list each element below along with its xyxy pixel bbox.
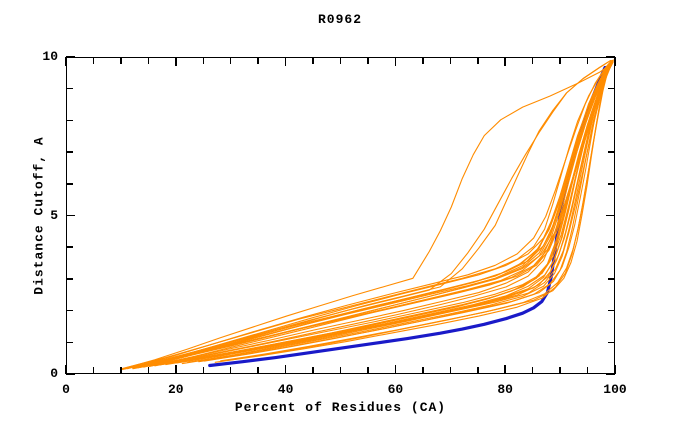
x-tick: [504, 365, 506, 374]
x-tick-top: [175, 57, 177, 66]
curve-pred-13: [132, 61, 613, 368]
plot-area: [66, 57, 615, 374]
x-tick-label: 20: [167, 382, 184, 397]
x-tick: [339, 367, 342, 374]
x-tick: [614, 365, 616, 374]
x-tick-label: 0: [62, 382, 70, 397]
x-tick: [422, 367, 424, 374]
y-tick: [66, 341, 73, 344]
x-tick: [586, 367, 589, 374]
y-tick-right: [606, 373, 615, 375]
y-tick-right: [608, 341, 615, 344]
x-tick-top: [92, 57, 95, 64]
curve-pred-30: [121, 59, 613, 370]
curve-pred-31: [181, 60, 614, 365]
x-tick: [449, 367, 452, 374]
y-tick: [66, 183, 73, 185]
x-tick: [229, 367, 232, 374]
x-tick-label: 60: [387, 382, 404, 397]
x-tick-label: 100: [603, 382, 627, 397]
y-tick: [66, 151, 73, 153]
x-tick-top: [449, 57, 452, 64]
x-tick: [394, 365, 397, 374]
x-tick-top: [367, 57, 369, 64]
x-tick-top: [614, 57, 616, 66]
x-tick: [257, 367, 259, 374]
y-tick-right: [608, 183, 615, 185]
x-tick-top: [202, 57, 204, 64]
curve-pred-12: [187, 61, 614, 363]
y-tick: [66, 373, 75, 375]
x-tick-label: 80: [497, 382, 513, 397]
x-tick: [120, 367, 122, 374]
y-tick-right: [608, 246, 615, 248]
y-tick-right: [608, 87, 615, 90]
x-tick-top: [422, 57, 424, 64]
x-tick: [65, 365, 67, 374]
y-tick: [66, 56, 75, 58]
x-tick-top: [394, 57, 397, 66]
x-tick-top: [559, 57, 561, 64]
y-tick-right: [606, 56, 615, 58]
x-tick: [559, 367, 561, 374]
curve-pred-23: [165, 62, 613, 366]
curve-pred-21: [132, 59, 612, 369]
curve-pred-24: [126, 59, 613, 370]
x-tick-top: [586, 57, 589, 64]
x-tick-top: [531, 57, 534, 64]
x-tick: [147, 367, 150, 374]
x-tick-top: [504, 57, 506, 66]
curve-pred-22: [154, 62, 613, 367]
curve-pred-25: [137, 59, 613, 368]
y-axis-label: Distance Cutoff, A: [31, 136, 47, 295]
y-tick-right: [606, 214, 615, 217]
curve-pred-01: [121, 65, 609, 370]
x-tick: [367, 367, 369, 374]
x-tick-top: [257, 57, 259, 64]
x-tick: [531, 367, 534, 374]
x-tick: [175, 365, 177, 374]
y-tick-right: [608, 119, 615, 122]
x-tick-top: [147, 57, 150, 64]
x-tick: [92, 367, 95, 374]
x-tick-top: [65, 57, 67, 66]
y-tick-label: 0: [50, 366, 58, 381]
y-tick: [66, 87, 73, 90]
curve-pred-05: [132, 63, 612, 370]
y-tick: [66, 309, 73, 312]
x-tick: [477, 367, 479, 374]
chart-title: R0962: [317, 12, 362, 27]
x-tick-top: [477, 57, 479, 64]
x-tick: [202, 367, 204, 374]
y-tick-right: [608, 151, 615, 153]
y-tick-right: [608, 309, 615, 312]
x-tick-top: [229, 57, 232, 64]
x-tick-top: [312, 57, 314, 64]
y-tick: [66, 214, 75, 217]
curve-pred-32: [121, 59, 614, 371]
x-tick-top: [120, 57, 122, 64]
plot-curves: [121, 59, 614, 371]
x-tick-top: [284, 57, 287, 66]
x-tick: [312, 367, 314, 374]
y-tick-right: [608, 278, 615, 280]
y-tick-label: 10: [42, 49, 58, 64]
y-tick-label: 5: [50, 207, 58, 223]
x-axis-label: Percent of Residues (CA): [234, 400, 447, 415]
curve-pred-19: [121, 63, 612, 370]
y-tick: [66, 119, 73, 122]
y-tick: [66, 246, 73, 248]
curve-pred-29: [214, 59, 614, 363]
x-tick-label: 40: [277, 382, 294, 397]
x-tick-top: [339, 57, 342, 64]
x-tick: [284, 365, 287, 374]
curve-pred-28: [132, 62, 613, 369]
y-tick: [66, 278, 73, 280]
